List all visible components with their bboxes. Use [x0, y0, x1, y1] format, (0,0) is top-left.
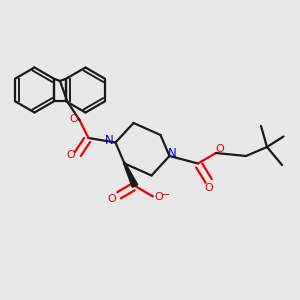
Text: N: N — [168, 147, 177, 160]
Text: O: O — [70, 113, 79, 124]
Polygon shape — [124, 163, 138, 187]
Text: N: N — [104, 134, 113, 148]
Text: O: O — [215, 144, 224, 154]
Text: −: − — [161, 190, 170, 200]
Text: O: O — [67, 149, 76, 160]
Text: O: O — [154, 192, 164, 203]
Text: O: O — [204, 183, 213, 194]
Text: O: O — [107, 194, 116, 205]
